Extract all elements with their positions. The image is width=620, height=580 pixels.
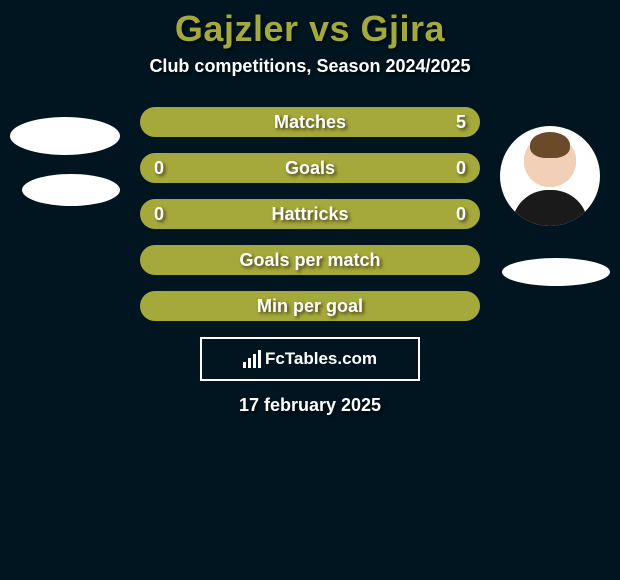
- page-subtitle: Club competitions, Season 2024/2025: [0, 56, 620, 77]
- player-right-shape: [502, 258, 610, 286]
- stat-row-min-per-goal: Min per goal: [140, 291, 480, 321]
- bars-icon: [243, 350, 261, 368]
- date-label: 17 february 2025: [0, 395, 620, 416]
- player-left-shape-2: [22, 174, 120, 206]
- stat-row-hattricks: 0 Hattricks 0: [140, 199, 480, 229]
- player-left-shape-1: [10, 117, 120, 155]
- stat-row-goals-per-match: Goals per match: [140, 245, 480, 275]
- player-right-avatar: [500, 126, 600, 226]
- stat-label: Matches: [142, 112, 478, 133]
- stat-row-matches: Matches 5: [140, 107, 480, 137]
- comparison-card: Gajzler vs Gjira Club competitions, Seas…: [0, 0, 620, 416]
- stat-label: Goals: [142, 158, 478, 179]
- stat-label: Goals per match: [142, 250, 478, 271]
- stat-right-value: 5: [456, 112, 466, 133]
- stat-label: Hattricks: [142, 204, 478, 225]
- stat-label: Min per goal: [142, 296, 478, 317]
- stat-left-value: 0: [154, 204, 164, 225]
- page-title: Gajzler vs Gjira: [0, 8, 620, 50]
- brand-badge[interactable]: FcTables.com: [200, 337, 420, 381]
- stat-right-value: 0: [456, 158, 466, 179]
- stat-right-value: 0: [456, 204, 466, 225]
- brand-text: FcTables.com: [265, 349, 377, 369]
- stat-left-value: 0: [154, 158, 164, 179]
- stat-row-goals: 0 Goals 0: [140, 153, 480, 183]
